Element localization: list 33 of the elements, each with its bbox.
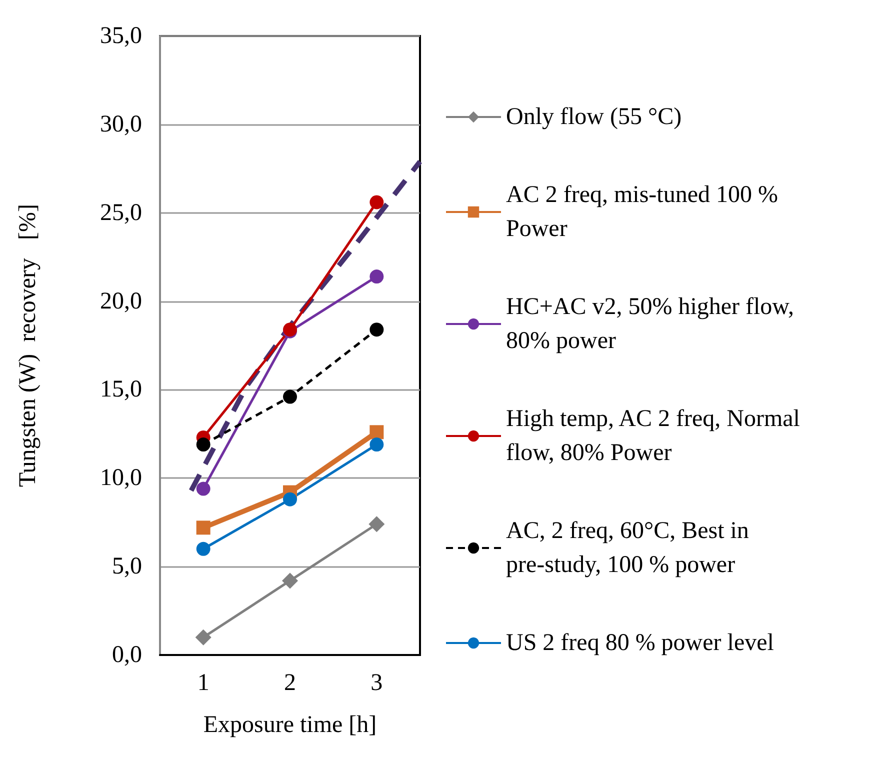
- x-tick-label: 2: [284, 670, 296, 696]
- point: [368, 516, 385, 532]
- x-tick-label: 1: [197, 670, 210, 696]
- y-tick-label: 20,0: [100, 288, 142, 314]
- y-tick-label: 30,0: [100, 111, 142, 138]
- y-tick-label: 25,0: [100, 200, 142, 226]
- point: [370, 322, 384, 337]
- point: [196, 542, 210, 556]
- point: [370, 438, 384, 452]
- y-tick-label: 15,0: [100, 376, 142, 403]
- legend-label: AC 2 freq, mis-tuned 100 % Power: [506, 182, 784, 242]
- point: [282, 572, 298, 589]
- legend-label: AC, 2 freq, 60°C, Best in pre-study, 100 % power: [506, 518, 755, 578]
- legend-label: US 2 freq 80 % power level: [506, 630, 774, 656]
- legend-label: High temp, AC 2 freq, Normal flow, 80% Power: [506, 406, 806, 466]
- point: [370, 195, 384, 210]
- point: [195, 629, 212, 646]
- y-tick-label: 10,0: [100, 465, 142, 492]
- legend-label: Only flow (55 °C): [506, 104, 682, 130]
- y-axis-title: Tungsten (W) recovery [%]: [15, 204, 41, 488]
- point: [370, 270, 384, 284]
- point: [370, 425, 384, 440]
- point: [283, 390, 297, 404]
- point: [283, 492, 297, 506]
- x-tick-label: 3: [370, 670, 383, 696]
- legend-label: HC+AC v2, 50% higher flow, 80% power: [506, 294, 800, 354]
- point: [196, 520, 210, 535]
- y-tick-label: 35,0: [100, 23, 142, 49]
- y-tick-label: 5,0: [112, 554, 142, 580]
- point: [196, 482, 210, 496]
- point: [196, 438, 210, 452]
- x-axis-title: Exposure time [h]: [203, 712, 377, 738]
- y-tick-label: 0,0: [112, 642, 142, 668]
